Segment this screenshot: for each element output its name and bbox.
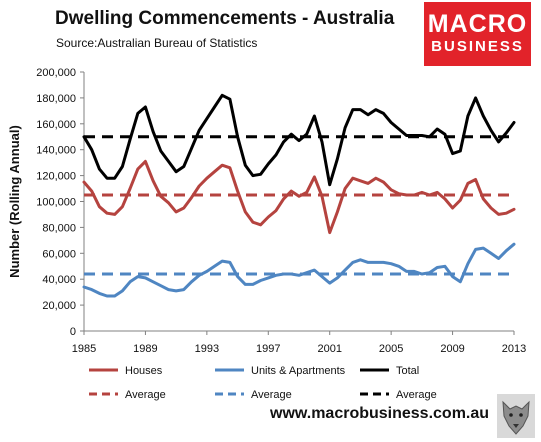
chart-title: Dwelling Commencements - Australia (55, 8, 395, 29)
series-line-2 (82, 93, 516, 187)
series-line-1 (82, 242, 516, 298)
y-tick-label: 200,000 (36, 67, 76, 79)
y-tick-label: 100,000 (36, 197, 76, 209)
x-tick-label: 1993 (195, 343, 219, 355)
legend-label: Houses (125, 365, 163, 377)
y-tick-label: 60,000 (42, 248, 76, 260)
y-tick-label: 180,000 (36, 93, 76, 105)
x-tick-label: 2001 (317, 343, 341, 355)
x-tick-label: 2005 (379, 343, 403, 355)
website-url: www.macrobusiness.com.au (270, 405, 490, 422)
x-tick-label: 1997 (256, 343, 280, 355)
logo-line2: BUSINESS (431, 38, 524, 55)
legend-label: Average (396, 389, 437, 401)
legend-label: Units & Apartments (251, 365, 346, 377)
y-tick-label: 40,000 (42, 274, 76, 286)
chart-source: Source:Australian Bureau of Statistics (56, 36, 258, 50)
y-tick-label: 140,000 (36, 145, 76, 157)
legend-label: Average (251, 389, 292, 401)
y-axis-label: Number (Rolling Annual) (7, 125, 22, 278)
wolf-icon (497, 394, 535, 438)
x-tick-label: 1985 (72, 343, 96, 355)
legend-label: Average (125, 389, 166, 401)
y-tick-label: 120,000 (36, 171, 76, 183)
x-tick-label: 2009 (440, 343, 464, 355)
logo-line1: MACRO (427, 10, 528, 38)
macrobusiness-logo: MACRO BUSINESS (424, 2, 531, 66)
x-tick-label: 1989 (133, 343, 157, 355)
y-tick-label: 20,000 (42, 300, 76, 312)
y-tick-label: 160,000 (36, 119, 76, 131)
legend-label: Total (396, 365, 419, 377)
y-tick-label: 80,000 (42, 222, 76, 234)
x-tick-label: 2013 (502, 343, 526, 355)
series-line-0 (82, 159, 516, 235)
y-tick-label: 0 (70, 326, 76, 338)
